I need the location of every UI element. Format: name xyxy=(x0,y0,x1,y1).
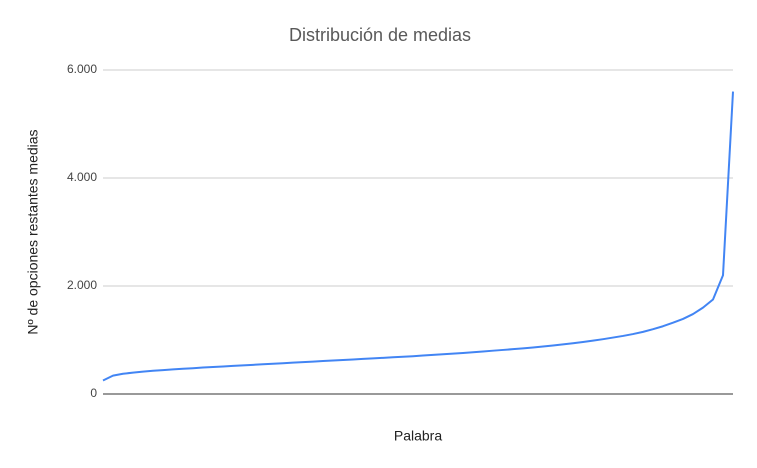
chart-title: Distribución de medias xyxy=(289,25,471,45)
y-tick-label: 2.000 xyxy=(67,278,97,292)
data-line xyxy=(102,91,734,382)
y-tick-label: 6.000 xyxy=(67,62,97,76)
y-tick-label: 4.000 xyxy=(67,170,97,184)
y-tick-label: 0 xyxy=(90,386,97,400)
y-axis-title: Nº de opciones restantes medias xyxy=(25,129,41,334)
x-axis-title: Palabra xyxy=(394,428,442,444)
